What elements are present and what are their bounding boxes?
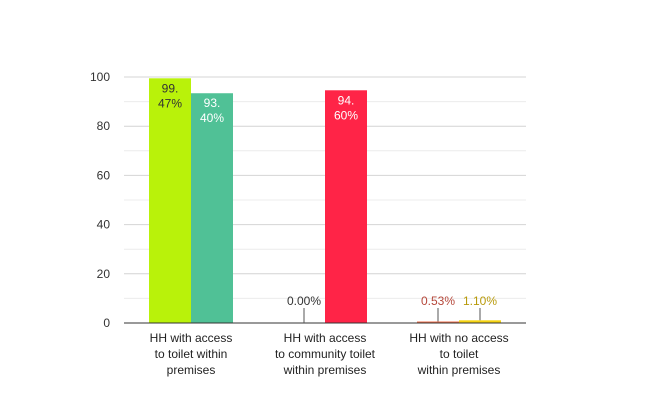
y-tick-label: 20 — [97, 267, 111, 281]
data-label: 0.53% — [421, 294, 455, 308]
data-label: 94. 60% — [334, 93, 358, 122]
bar — [417, 321, 459, 323]
data-label: 99. 47% — [158, 81, 182, 110]
y-tick-label: 0 — [103, 316, 110, 330]
data-label: 0.00% — [287, 294, 321, 308]
bar — [459, 320, 501, 323]
y-tick-label: 40 — [97, 218, 111, 232]
bar — [149, 78, 191, 323]
data-label: 93. 40% — [200, 96, 224, 125]
x-category-label: HH with no access to toilet within premise… — [409, 331, 508, 377]
bars — [149, 78, 501, 324]
axes: 0 20 40 60 80 100 HH with access to toilet with… — [90, 70, 526, 377]
bar — [191, 93, 233, 324]
y-tick-label: 100 — [90, 70, 110, 84]
bar — [325, 90, 367, 323]
data-label: 1.10% — [463, 294, 497, 308]
x-category-label: HH with access to toilet within premises — [150, 331, 233, 377]
data-labels: 99. 47% 93. 40% 0.00% 94. 60% 0.53% 1.10% — [158, 81, 497, 323]
y-tick-label: 60 — [97, 168, 111, 182]
x-category-label: HH with access to community toilet within … — [275, 331, 376, 377]
y-tick-label: 80 — [97, 119, 111, 133]
